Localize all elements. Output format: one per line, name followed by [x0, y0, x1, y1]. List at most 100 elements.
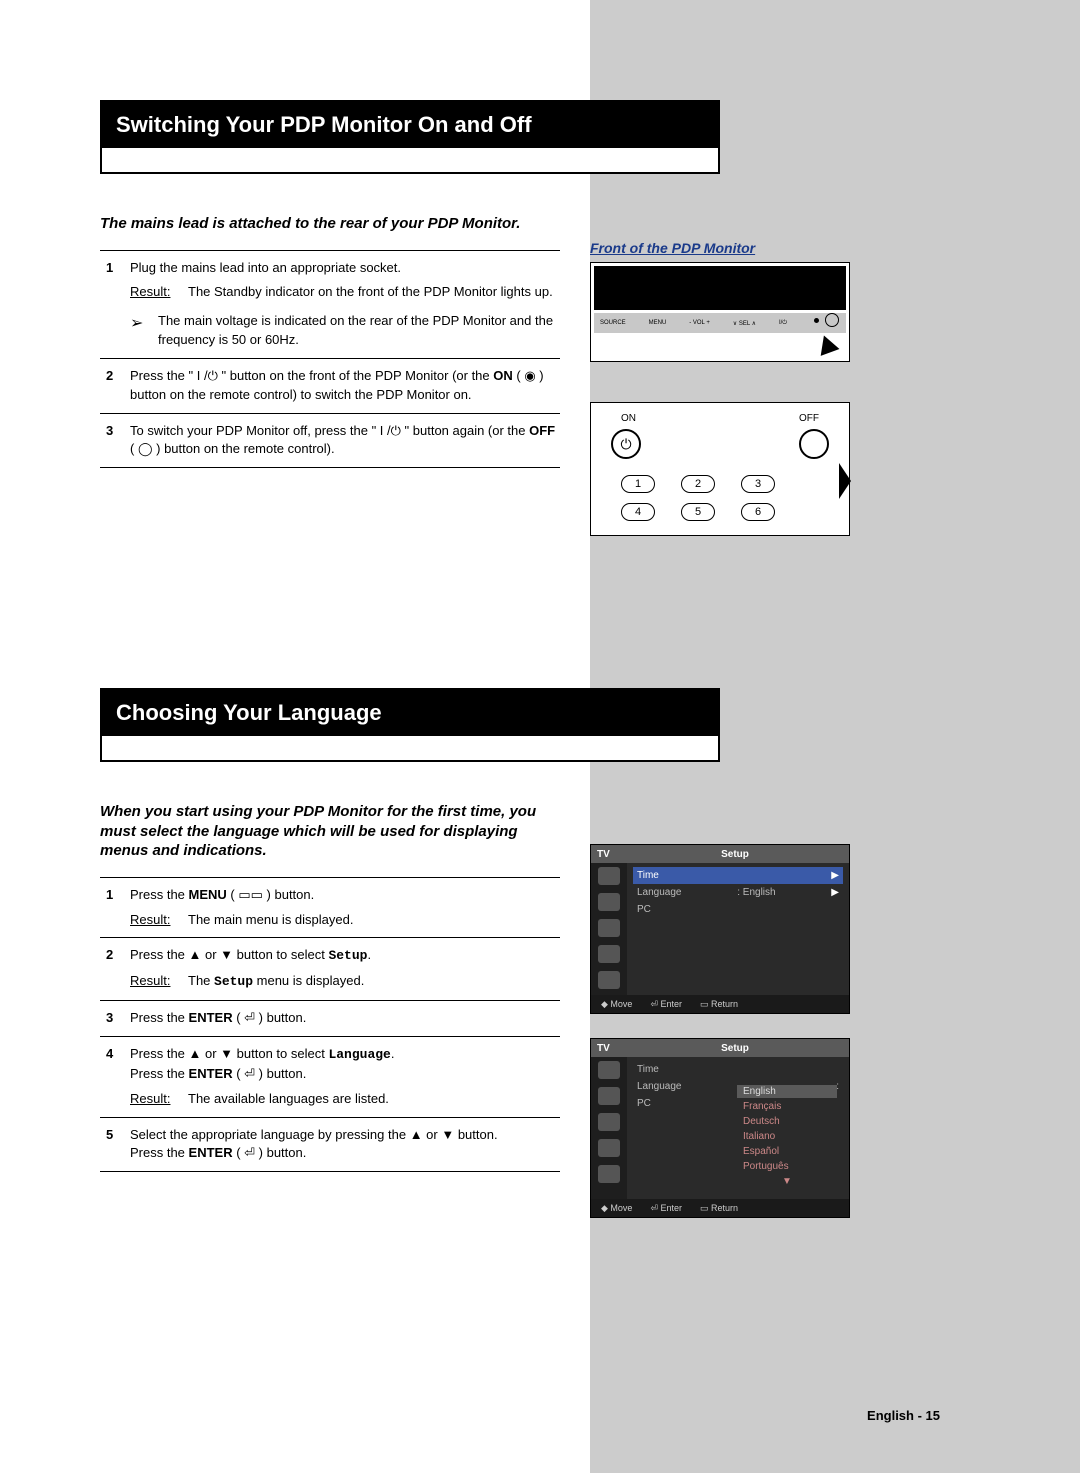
section2-steps: 1Press the MENU ( ▭▭ ) button.Result:The…: [100, 877, 560, 1172]
page: Switching Your PDP Monitor On and Off Th…: [0, 0, 1080, 1473]
bold-text: ENTER: [189, 1010, 233, 1025]
osd-icon: [598, 1113, 620, 1131]
off-button-symbol: ◯: [138, 441, 153, 456]
osd-menu-setup: TV Setup Time▶Language: English▶PC ◆ Mov…: [590, 844, 850, 1014]
osd-icon: [598, 893, 620, 911]
bold-text: ENTER: [189, 1066, 233, 1081]
step-body: Press the ▲ or ▼ button to select Langua…: [130, 1045, 560, 1109]
osd-body: TimeLanguage:PC EnglishFrançaisDeutschIt…: [591, 1057, 849, 1199]
osd-row-value: : English: [737, 887, 775, 898]
btn-label: MENU: [649, 320, 667, 326]
step-text: Press the ENTER ( ⏎ ) button.: [130, 1009, 560, 1028]
osd-icon-column: [591, 1057, 627, 1199]
osd-header: TV Setup: [591, 1039, 849, 1057]
osd-hint-enter: ⏎ Enter: [650, 999, 682, 1010]
step-row: 2 Press the " I /⏻ " button on the front…: [100, 359, 560, 414]
btn-label: I/⏻: [779, 320, 787, 327]
osd-hint-move: ◆ Move: [601, 1203, 632, 1214]
step-body: Press the ENTER ( ⏎ ) button.: [130, 1009, 560, 1028]
step-text: Press the ▲ or ▼ button to select Setup.: [130, 946, 560, 966]
mono-text: Setup: [328, 948, 367, 963]
osd-hint-return: ▭ Return: [700, 1203, 738, 1214]
step-text: Press the ▲ or ▼ button to select Langua…: [130, 1045, 560, 1084]
osd-hint-move: ◆ Move: [601, 999, 632, 1010]
osd-icon: [598, 1061, 620, 1079]
result-text: The available languages are listed.: [188, 1090, 560, 1109]
result-text: The Setup menu is displayed.: [188, 972, 560, 992]
num-button: 4: [621, 503, 655, 521]
step-text: Select the appropriate language by press…: [130, 1126, 560, 1164]
osd-language-option: Español: [737, 1145, 837, 1158]
section1-title: Switching Your PDP Monitor On and Off: [102, 102, 718, 148]
osd-hint-return: ▭ Return: [700, 999, 738, 1010]
bold-text: MENU: [189, 887, 227, 902]
t: ) button on the remote control).: [153, 441, 335, 456]
osd-footer: ◆ Move ⏎ Enter ▭ Return: [591, 995, 849, 1013]
btn-label: - VOL +: [689, 320, 710, 326]
section2-title: Choosing Your Language: [102, 690, 718, 736]
remote-num-row: 1 2 3: [621, 475, 775, 493]
step-row: 3 To switch your PDP Monitor off, press …: [100, 414, 560, 469]
remote-illustration: ON OFF ⏻ 1 2 3 4 5 6: [590, 402, 850, 536]
step-number: 4: [100, 1045, 130, 1109]
page-footer: English - 15: [867, 1408, 940, 1423]
result-text: The Standby indicator on the front of th…: [188, 283, 560, 302]
osd-row-label: Language: [637, 887, 682, 898]
osd-icon: [598, 1087, 620, 1105]
indicator-dot: [814, 318, 819, 323]
osd-icon: [598, 945, 620, 963]
figure-remote: ON OFF ⏻ 1 2 3 4 5 6: [590, 402, 850, 536]
step-body: Select the appropriate language by press…: [130, 1126, 560, 1164]
result-text: The main menu is displayed.: [188, 911, 560, 930]
num-button: 3: [741, 475, 775, 493]
step-body: Press the " I /⏻ " button on the front o…: [130, 367, 560, 405]
remote-num-row: 4 5 6: [621, 503, 775, 521]
step-body: Plug the mains lead into an appropriate …: [130, 259, 560, 350]
osd-row-label: PC: [637, 904, 651, 915]
osd-footer: ◆ Move ⏎ Enter ▭ Return: [591, 1199, 849, 1217]
section2-title-gap: [102, 736, 718, 760]
osd-language-option: Italiano: [737, 1130, 837, 1143]
num-button: 2: [681, 475, 715, 493]
t: " button on the front of the PDP Monitor…: [218, 368, 493, 383]
monitor-button-bar: SOURCE MENU - VOL + ∨ SEL ∧ I/⏻: [594, 313, 846, 333]
result-label: Result:: [130, 283, 188, 302]
osd-language-more-icon: ▼: [737, 1175, 837, 1188]
mono-text: Language: [328, 1047, 390, 1062]
spacer: [100, 468, 1020, 688]
section1-steps: 1 Plug the mains lead into an appropriat…: [100, 250, 560, 469]
step-text: Press the MENU ( ▭▭ ) button.: [130, 886, 560, 905]
power-symbol: I /⏻: [380, 423, 401, 438]
step-row: 1Press the MENU ( ▭▭ ) button.Result:The…: [100, 877, 560, 939]
bold-text: ENTER: [189, 1145, 233, 1160]
step-number: 3: [100, 1009, 130, 1028]
result-line: Result: The Standby indicator on the fro…: [130, 283, 560, 302]
osd-title: Setup: [627, 1043, 843, 1054]
monitor-front-illustration: SOURCE MENU - VOL + ∨ SEL ∧ I/⏻: [590, 262, 850, 362]
power-symbol: I /⏻: [197, 368, 218, 383]
step-body: Press the ▲ or ▼ button to select Setup.…: [130, 946, 560, 992]
osd-tv-label: TV: [597, 1043, 627, 1054]
step-row: 1 Plug the mains lead into an appropriat…: [100, 250, 560, 359]
osd-language-option: Português: [737, 1160, 837, 1173]
remote-on-button: ⏻: [611, 429, 641, 459]
section1-title-frame: Switching Your PDP Monitor On and Off: [100, 100, 720, 174]
osd-tv-label: TV: [597, 849, 627, 860]
t: Press the ": [130, 368, 197, 383]
result-label: Result:: [130, 972, 188, 992]
num-button: 6: [741, 503, 775, 521]
step-row: 2Press the ▲ or ▼ button to select Setup…: [100, 938, 560, 1001]
osd-icon-column: [591, 863, 627, 995]
osd-row-label: PC: [637, 1098, 651, 1109]
btn-label: SOURCE: [600, 320, 626, 326]
osd-icon: [598, 1139, 620, 1157]
result-line: Result:The Setup menu is displayed.: [130, 972, 560, 992]
section1-intro: The mains lead is attached to the rear o…: [100, 214, 560, 234]
monitor-screen: [594, 266, 846, 310]
osd-menu-language: TV Setup TimeLanguage:PC EnglishFrançais…: [590, 1038, 850, 1218]
osd-icon: [598, 919, 620, 937]
osd-row-arrow-icon: ▶: [831, 870, 839, 881]
osd-icon: [598, 867, 620, 885]
step-body: Press the MENU ( ▭▭ ) button.Result:The …: [130, 886, 560, 930]
osd-body: Time▶Language: English▶PC: [591, 863, 849, 995]
